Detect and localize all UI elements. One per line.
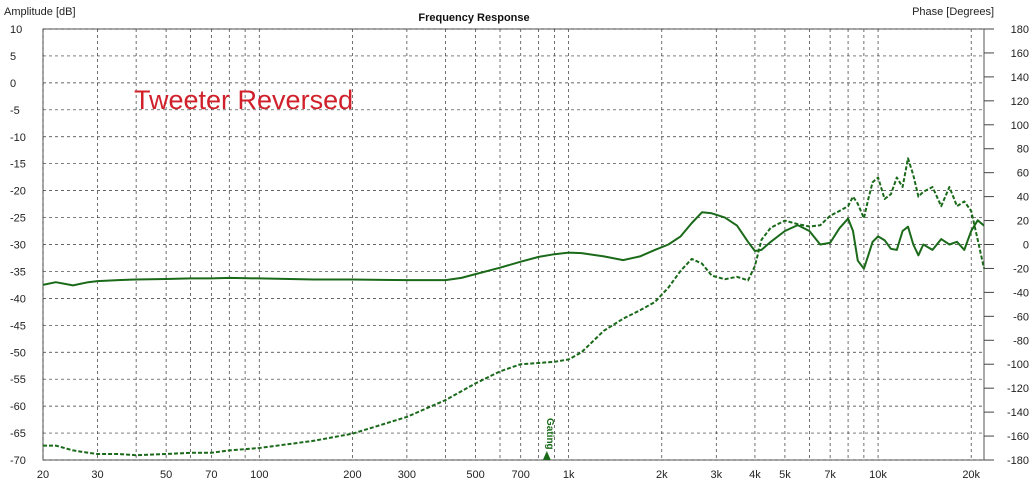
x-axis-ticks: 20 30 50 70 100 200 300 500 700 1k 2k 3k 4k 5k 7k 10k 20… (37, 469, 981, 481)
left-tick-label: -10 (10, 132, 26, 144)
left-tick-label: 5 (10, 51, 16, 63)
x-tick-label: 300 (398, 469, 416, 481)
gating-marker-label: Gating (544, 418, 555, 450)
x-tick-label: 500 (466, 469, 484, 481)
left-tick-label: -25 (10, 213, 26, 225)
x-tick-label: 20k (962, 469, 980, 481)
chart-title: Frequency Response (418, 12, 529, 24)
right-tick-label: 160 (1011, 48, 1029, 60)
right-tick-label: -140 (1007, 407, 1029, 419)
x-tick-label: 10k (869, 469, 887, 481)
left-tick-label: -15 (10, 159, 26, 171)
x-tick-label: 2k (656, 469, 668, 481)
annotation-text: Tweeter Reversed (134, 85, 353, 115)
right-tick-label: 100 (1011, 120, 1029, 132)
amplitude-line (42, 211, 985, 287)
x-tick-label: 5k (779, 469, 791, 481)
x-tick-label: 1k (563, 469, 575, 481)
x-tick-label: 20 (37, 469, 49, 481)
series-lines (42, 157, 985, 457)
right-tick-label: -80 (1013, 335, 1029, 347)
right-tick-label: 60 (1017, 168, 1029, 180)
left-tick-label: 10 (10, 24, 22, 36)
right-axis-ticks: 180 160 140 120 100 80 60 40 20 0 -20 -40 -60 -80 -100… (984, 24, 1029, 467)
right-tick-label: 180 (1011, 24, 1029, 36)
right-tick-label: 0 (1023, 240, 1029, 252)
right-tick-label: 140 (1011, 72, 1029, 84)
right-tick-label: -20 (1013, 263, 1029, 275)
left-tick-label: -60 (10, 401, 26, 413)
grid-lines (42, 28, 984, 461)
x-tick-label: 50 (160, 469, 172, 481)
left-axis-label: Amplitude [dB] (4, 6, 76, 18)
right-tick-label: -180 (1007, 455, 1029, 467)
left-tick-label: -20 (10, 186, 26, 198)
x-tick-label: 200 (343, 469, 361, 481)
left-tick-label: -65 (10, 428, 26, 440)
x-tick-label: 70 (205, 469, 217, 481)
left-tick-label: -5 (10, 105, 20, 117)
phase-line (43, 157, 985, 457)
right-tick-label: -160 (1007, 431, 1029, 443)
right-tick-label: -100 (1007, 359, 1029, 371)
x-tick-label: 7k (824, 469, 836, 481)
x-tick-label: 3k (710, 469, 722, 481)
right-tick-label: 120 (1011, 96, 1029, 108)
left-tick-label: -50 (10, 347, 26, 359)
left-tick-label: -40 (10, 293, 26, 305)
right-tick-label: 80 (1017, 144, 1029, 156)
right-tick-label: -60 (1013, 311, 1029, 323)
left-axis-ticks: 10 5 0 -5 -10 -15 -20 -25 -30 -35 -40 -45 -50 -55 -60 -… (10, 24, 26, 467)
gating-marker: Gating (542, 418, 555, 460)
left-tick-label: 0 (10, 78, 16, 90)
x-tick-label: 4k (749, 469, 761, 481)
right-tick-label: -40 (1013, 287, 1029, 299)
right-tick-label: -120 (1007, 383, 1029, 395)
x-tick-label: 30 (91, 469, 103, 481)
gating-marker-arrow (542, 451, 551, 460)
x-tick-label: 700 (512, 469, 530, 481)
left-tick-label: -45 (10, 320, 26, 332)
x-tick-label: 100 (250, 469, 268, 481)
right-tick-label: 40 (1017, 192, 1029, 204)
left-tick-label: -35 (10, 266, 26, 278)
right-axis-label: Phase [Degrees] (912, 6, 994, 18)
left-tick-label: -55 (10, 374, 26, 386)
left-tick-label: -70 (10, 455, 26, 467)
right-tick-label: 20 (1017, 216, 1029, 228)
left-tick-label: -30 (10, 240, 26, 252)
